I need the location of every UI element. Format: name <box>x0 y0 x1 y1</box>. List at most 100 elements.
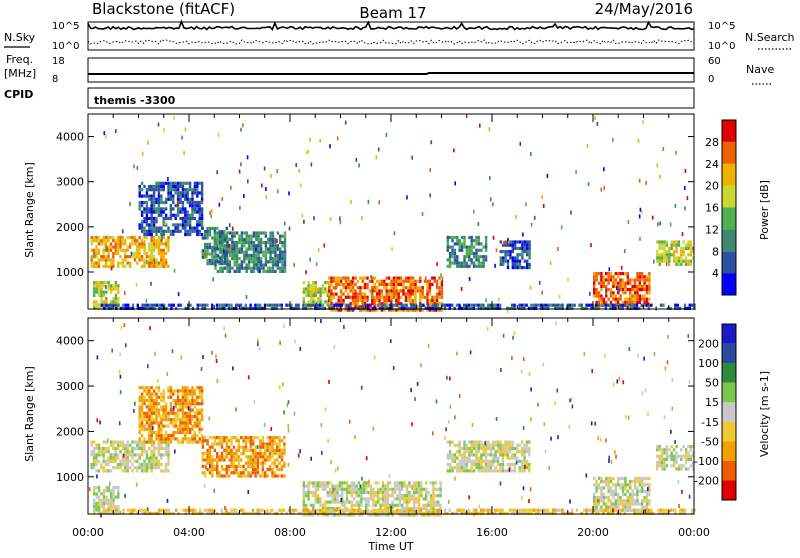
velocity-cell <box>386 509 388 512</box>
power-cell <box>437 304 439 307</box>
velocity-cell <box>240 471 242 474</box>
velocity-cell <box>124 460 126 463</box>
velocity-cell <box>501 509 503 512</box>
power-cell <box>115 249 117 252</box>
velocity-cell <box>671 445 673 448</box>
velocity-cell <box>305 512 307 515</box>
power-cell <box>240 304 242 307</box>
velocity-cell <box>399 497 401 500</box>
power-cell <box>648 278 650 281</box>
velocity-cell <box>379 512 381 515</box>
power-cell <box>485 307 487 310</box>
velocity-cell <box>595 496 597 499</box>
velocity-cell <box>535 512 537 515</box>
power-cell <box>277 267 279 270</box>
power-cell <box>201 307 203 310</box>
power-cell <box>241 241 243 244</box>
velocity-cell <box>158 402 160 405</box>
velocity-cell <box>334 497 336 500</box>
velocity-cell <box>595 486 597 489</box>
velocity-cell <box>117 466 119 469</box>
velocity-cell <box>525 509 527 512</box>
velocity-cell <box>523 447 525 450</box>
velocity-cell <box>537 509 539 512</box>
velocity-cell <box>526 441 528 444</box>
velocity-cell <box>211 436 213 439</box>
power-cell <box>690 247 692 250</box>
velocity-cell <box>303 497 305 500</box>
velocity-cell <box>624 509 626 512</box>
power-cell <box>675 263 677 266</box>
velocity-cell <box>223 436 225 439</box>
power-scatter-point <box>309 138 311 142</box>
velocity-cell <box>650 512 652 515</box>
power-scatter-point <box>147 141 149 145</box>
power-cell <box>468 307 470 310</box>
velocity-cell <box>153 444 155 447</box>
power-cell <box>475 249 477 252</box>
power-cell <box>438 289 440 292</box>
power-cell <box>390 283 392 286</box>
power-cell <box>131 242 133 245</box>
power-cell <box>265 247 267 250</box>
velocity-cell <box>367 485 369 488</box>
power-scatter-point <box>167 177 169 181</box>
velocity-cell <box>202 471 204 474</box>
velocity-cell <box>204 439 206 442</box>
velocity-cell <box>511 447 513 450</box>
velocity-cell <box>341 485 343 488</box>
power-cell <box>143 233 145 236</box>
power-cell <box>234 235 236 238</box>
velocity-cell <box>96 496 98 499</box>
velocity-cell <box>343 488 345 491</box>
velocity-cell <box>639 477 641 480</box>
velocity-cell <box>494 512 496 515</box>
velocity-cell <box>519 460 521 463</box>
power-cell <box>219 251 221 254</box>
velocity-cell <box>172 434 174 437</box>
power-cell <box>634 298 636 301</box>
velocity-cell <box>622 490 624 493</box>
power-cell <box>165 262 167 265</box>
velocity-cell <box>168 509 170 512</box>
ytick-label: 4000 <box>56 131 84 144</box>
power-cell <box>509 256 511 259</box>
power-scatter-point <box>431 140 433 144</box>
velocity-cell <box>480 469 482 472</box>
velocity-cell <box>269 439 271 442</box>
power-cell <box>639 294 641 297</box>
velocity-cell <box>641 477 643 480</box>
velocity-cell <box>495 460 497 463</box>
velocity-cell <box>528 453 530 456</box>
velocity-cell <box>322 485 324 488</box>
power-cell <box>100 258 102 261</box>
velocity-cell <box>216 474 218 477</box>
power-scatter-point <box>295 163 297 167</box>
velocity-cell <box>189 389 191 392</box>
velocity-cell <box>303 504 305 507</box>
power-cell <box>345 307 347 310</box>
velocity-cell <box>204 436 206 439</box>
velocity-cell <box>646 477 648 480</box>
power-cell <box>666 256 668 259</box>
velocity-cell <box>641 506 643 509</box>
velocity-cell <box>122 447 124 450</box>
velocity-cell <box>110 460 112 463</box>
velocity-cell <box>418 491 420 494</box>
velocity-cell <box>141 402 143 405</box>
velocity-cell <box>283 509 285 512</box>
power-cell <box>201 304 203 307</box>
power-cell <box>226 251 228 254</box>
velocity-cell <box>218 455 220 458</box>
power-cell <box>148 195 150 198</box>
power-cell <box>284 260 286 263</box>
velocity-cell <box>403 481 405 484</box>
velocity-cell <box>233 509 235 512</box>
power-scatter-point <box>165 221 167 225</box>
velocity-cell <box>408 481 410 484</box>
velocity-cell <box>384 485 386 488</box>
power-cell <box>241 247 243 250</box>
velocity-cell <box>165 431 167 434</box>
power-cell <box>209 262 211 265</box>
velocity-cell <box>122 469 124 472</box>
